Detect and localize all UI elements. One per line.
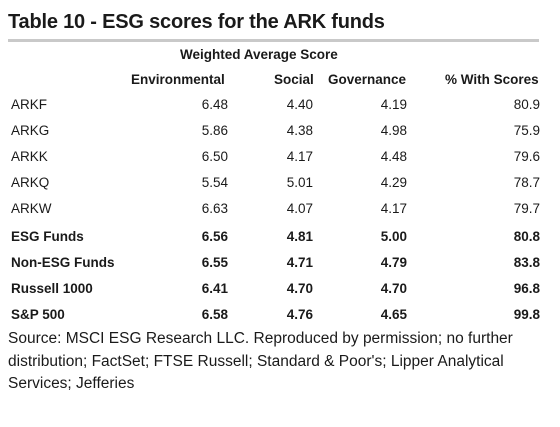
table-row: ARKK 6.50 4.17 4.48 79.6	[0, 149, 560, 175]
column-header-environmental: Environmental	[131, 72, 225, 87]
cell-pct-with-scores: 79.6	[513, 149, 540, 164]
cell-social: 4.17	[286, 149, 313, 164]
group-header: Weighted Average Score	[180, 47, 338, 62]
cell-social: 4.40	[286, 97, 313, 112]
cell-pct-with-scores: 78.7	[513, 175, 540, 190]
cell-pct-with-scores: 79.7	[513, 201, 540, 216]
cell-environmental: 6.58	[201, 307, 228, 322]
cell-pct-with-scores: 99.8	[513, 307, 540, 322]
source-note: Source: MSCI ESG Research LLC. Reproduce…	[8, 330, 513, 392]
cell-environmental: 6.56	[201, 229, 228, 244]
table-row: Russell 1000 6.41 4.70 4.70 96.8	[0, 281, 560, 307]
cell-environmental: 6.48	[201, 97, 228, 112]
table-row: ARKG 5.86 4.38 4.98 75.9	[0, 123, 560, 149]
cell-environmental: 6.50	[201, 149, 228, 164]
cell-governance: 4.29	[380, 175, 407, 190]
cell-governance: 4.17	[380, 201, 407, 216]
cell-social: 4.71	[286, 255, 313, 270]
title-rule	[8, 39, 539, 42]
cell-social: 4.70	[286, 281, 313, 296]
row-label: Non-ESG Funds	[11, 255, 115, 270]
cell-pct-with-scores: 96.8	[513, 281, 540, 296]
cell-governance: 4.65	[380, 307, 407, 322]
row-label: ARKG	[11, 123, 50, 138]
cell-environmental: 5.86	[201, 123, 228, 138]
cell-social: 5.01	[286, 175, 313, 190]
row-label: ESG Funds	[11, 229, 84, 244]
row-label: Russell 1000	[11, 281, 93, 296]
row-label: S&P 500	[11, 307, 65, 322]
table-row: ARKW 6.63 4.07 4.17 79.7	[0, 201, 560, 227]
column-header-pct-with-scores: % With Scores	[445, 72, 539, 87]
cell-social: 4.81	[286, 229, 313, 244]
cell-environmental: 6.63	[201, 201, 228, 216]
table-row: ARKF 6.48 4.40 4.19 80.9	[0, 97, 560, 123]
cell-environmental: 5.54	[201, 175, 228, 190]
cell-pct-with-scores: 80.9	[513, 97, 540, 112]
cell-governance: 4.98	[380, 123, 407, 138]
cell-pct-with-scores: 75.9	[513, 123, 540, 138]
table-row: Non-ESG Funds 6.55 4.71 4.79 83.8	[0, 255, 560, 281]
cell-pct-with-scores: 83.8	[513, 255, 540, 270]
table-row: S&P 500 6.58 4.76 4.65 99.8	[0, 307, 560, 333]
table-title: Table 10 - ESG scores for the ARK funds	[8, 11, 385, 33]
table-row: ESG Funds 6.56 4.81 5.00 80.8	[0, 229, 560, 255]
cell-governance: 4.19	[380, 97, 407, 112]
cell-pct-with-scores: 80.8	[513, 229, 540, 244]
cell-environmental: 6.41	[201, 281, 228, 296]
cell-governance: 5.00	[380, 229, 407, 244]
cell-social: 4.76	[286, 307, 313, 322]
cell-social: 4.38	[286, 123, 313, 138]
row-label: ARKK	[11, 149, 48, 164]
cell-environmental: 6.55	[201, 255, 228, 270]
table-row: ARKQ 5.54 5.01 4.29 78.7	[0, 175, 560, 201]
row-label: ARKQ	[11, 175, 50, 190]
cell-governance: 4.70	[380, 281, 407, 296]
row-label: ARKW	[11, 201, 52, 216]
cell-social: 4.07	[286, 201, 313, 216]
column-header-social: Social	[274, 72, 314, 87]
cell-governance: 4.48	[380, 149, 407, 164]
cell-governance: 4.79	[380, 255, 407, 270]
column-header-governance: Governance	[328, 72, 407, 87]
row-label: ARKF	[11, 97, 48, 112]
